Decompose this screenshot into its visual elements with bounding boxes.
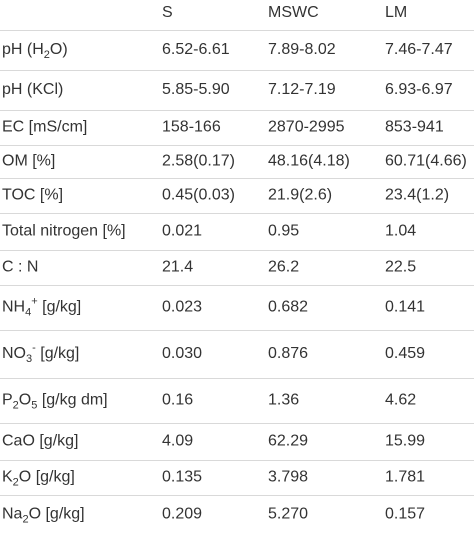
label-part: TOC [%]: [2, 187, 63, 204]
label-part: pH (H: [2, 41, 44, 58]
cell: 0.023: [162, 299, 202, 316]
label-part: pH (KCl): [2, 81, 63, 98]
cell: 7.12-7.19: [268, 81, 336, 98]
row-label: TOC [%]: [2, 187, 63, 204]
row-label: P2O5 [g/kg dm]: [2, 392, 108, 412]
cell: 6.93-6.97: [385, 81, 453, 98]
cell: 0.030: [162, 345, 202, 362]
row-label: NH4+ [g/kg]: [2, 295, 81, 318]
label-part: 2: [13, 399, 19, 411]
row-label: Na2O [g/kg]: [2, 506, 85, 526]
cell: 0.682: [268, 299, 308, 316]
label-part: 2: [44, 49, 50, 61]
label-part: OM [%]: [2, 153, 55, 170]
cell: 0.459: [385, 345, 425, 362]
cell: 6.52-6.61: [162, 41, 230, 58]
cell: 0.141: [385, 299, 425, 316]
cell: 26.2: [268, 259, 299, 276]
row-label: CaO [g/kg]: [2, 433, 78, 450]
cell: 23.4(1.2): [385, 187, 449, 204]
label-part: CaO [g/kg]: [2, 433, 78, 450]
cell: 22.5: [385, 259, 416, 276]
row-label: K2O [g/kg]: [2, 469, 75, 489]
cell: 7.46-7.47: [385, 41, 453, 58]
cell: 2870-2995: [268, 119, 345, 136]
cell: 5.270: [268, 506, 308, 523]
label-part: NO: [2, 345, 26, 362]
cell: 7.89-8.02: [268, 41, 336, 58]
cell: 0.16: [162, 392, 193, 409]
cell: 2.58(0.17): [162, 153, 235, 170]
cell: 0.021: [162, 223, 202, 240]
cell: 0.95: [268, 223, 299, 240]
cell: 5.85-5.90: [162, 81, 230, 98]
cell: 3.798: [268, 469, 308, 486]
label-part: O [g/kg]: [19, 469, 75, 486]
label-part: 2: [13, 476, 19, 488]
cell: 0.45(0.03): [162, 187, 235, 204]
label-part: [g/kg]: [38, 299, 82, 316]
label-part: -: [32, 342, 36, 354]
label-part: O [g/kg]: [29, 506, 85, 523]
cell: 0.157: [385, 506, 425, 523]
row-label: Total nitrogen [%]: [2, 223, 126, 240]
cell: 1.04: [385, 223, 416, 240]
label-part: K: [2, 469, 13, 486]
cell: 0.135: [162, 469, 202, 486]
cell: 21.9(2.6): [268, 187, 332, 204]
cell: 60.71(4.66): [385, 153, 467, 170]
label-part: 3: [26, 353, 32, 365]
cell: 48.16(4.18): [268, 153, 350, 170]
label-part: 5: [31, 399, 37, 411]
label-part: Total nitrogen [%]: [2, 223, 126, 240]
row-label: pH (KCl): [2, 81, 63, 98]
label-part: [g/kg dm]: [37, 392, 107, 409]
column-header: S: [162, 4, 173, 21]
row-label: C : N: [2, 259, 38, 276]
label-part: NH: [2, 299, 25, 316]
label-part: 4: [25, 306, 31, 318]
label-part: O): [50, 41, 68, 58]
cell: 21.4: [162, 259, 193, 276]
label-part: Na: [2, 506, 23, 523]
label-part: O: [19, 392, 31, 409]
label-part: C : N: [2, 259, 38, 276]
row-label: OM [%]: [2, 153, 55, 170]
cell: 62.29: [268, 433, 308, 450]
label-part: [g/kg]: [36, 345, 80, 362]
cell: 4.09: [162, 433, 193, 450]
label-part: P: [2, 392, 13, 409]
row-label: NO3- [g/kg]: [2, 342, 79, 365]
cell: 0.209: [162, 506, 202, 523]
row-label: pH (H2O): [2, 41, 68, 61]
cell: 1.781: [385, 469, 425, 486]
label-part: 2: [22, 513, 28, 525]
column-header: LM: [385, 4, 407, 21]
column-header: MSWC: [268, 4, 319, 21]
label-part: EC [mS/cm]: [2, 119, 87, 136]
cell: 4.62: [385, 392, 416, 409]
cell: 1.36: [268, 392, 299, 409]
cell: 853-941: [385, 119, 444, 136]
cell: 0.876: [268, 345, 308, 362]
row-label: EC [mS/cm]: [2, 119, 87, 136]
label-part: +: [31, 295, 37, 307]
cell: 15.99: [385, 433, 425, 450]
cell: 158-166: [162, 119, 221, 136]
